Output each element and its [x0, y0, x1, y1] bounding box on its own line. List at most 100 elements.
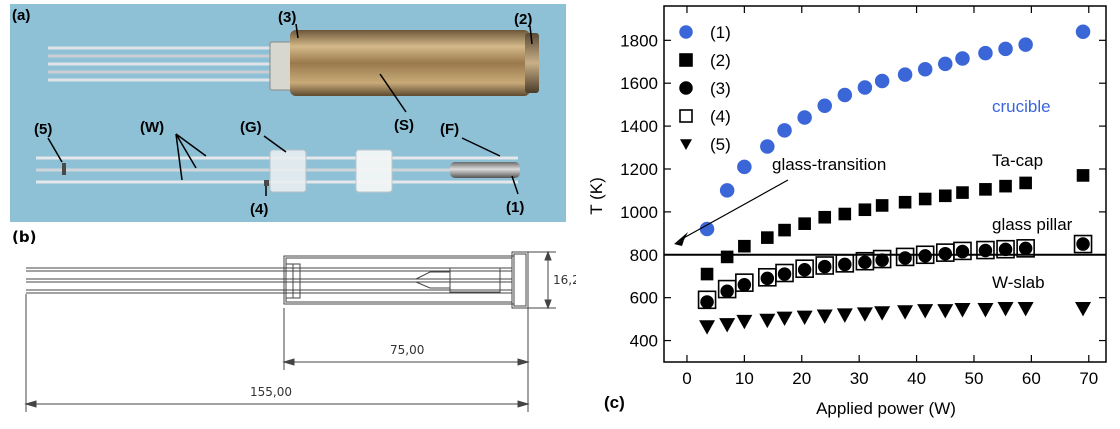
series-1-point	[1018, 37, 1033, 52]
series-5-point	[856, 307, 873, 322]
dimension-inner-length	[282, 308, 530, 370]
series-5-point	[997, 301, 1014, 317]
series-2-point	[761, 231, 774, 244]
series-2-point	[956, 186, 969, 199]
series-3-point	[817, 259, 832, 274]
legend-label-4: (4)	[710, 107, 731, 126]
annotation-ta-cap: Ta-cap	[992, 151, 1043, 170]
series-5-point	[1017, 301, 1034, 317]
x-tick-label: 20	[792, 369, 811, 388]
series-3-point	[938, 246, 953, 261]
series-2-point	[720, 250, 734, 264]
series-1-point	[978, 45, 993, 61]
y-tick-label: 1000	[620, 203, 658, 222]
legend-label-3: (3)	[710, 79, 731, 98]
photo-label-f: (F)	[440, 121, 459, 138]
data-marks	[697, 24, 1093, 335]
technical-drawing: (b) 16,20	[12, 228, 587, 412]
series-2-point	[938, 189, 952, 203]
series-5-point	[897, 305, 914, 320]
x-tick-label: 30	[850, 369, 869, 388]
legend-marker-3	[679, 81, 693, 95]
y-tick-label: 1800	[620, 31, 658, 50]
photo-label-g: (G)	[240, 119, 262, 136]
series-3-point	[760, 271, 775, 286]
series-2-point	[875, 199, 889, 212]
x-tick-label: 50	[965, 369, 984, 388]
series-2-point	[738, 239, 751, 253]
dimension-diameter	[528, 250, 556, 310]
axis-ticks: 0 10 20 30 40 50 60 70 400 600 800 1000 1200 1400 1600…	[620, 6, 1106, 388]
series-3-point	[998, 242, 1013, 257]
legend-marker-1	[679, 25, 693, 39]
chart-panel: 0 10 20 30 40 50 60 70 400 600 800 1000 1200 1400 1600…	[576, 0, 1120, 424]
drawing-panel-label: (b)	[12, 228, 36, 246]
series-3-point	[898, 251, 912, 265]
series-4-point	[775, 263, 794, 283]
y-tick-label: 800	[630, 246, 658, 265]
series-1-point	[1075, 24, 1091, 39]
drawing-body	[26, 251, 529, 309]
y-tick-label: 400	[630, 332, 658, 351]
series-3-point	[720, 284, 734, 298]
series-3-point	[700, 295, 714, 309]
series-1-point	[857, 80, 873, 95]
series-2-point	[1019, 176, 1032, 190]
series-4-point	[872, 249, 892, 269]
series-1-point	[897, 67, 913, 82]
series-3-point	[1076, 237, 1090, 251]
x-tick-label: 60	[1022, 369, 1041, 388]
series-4-point	[915, 245, 935, 265]
series-5-point	[937, 304, 954, 319]
series-4-point	[976, 240, 995, 260]
series-5-point	[954, 303, 971, 318]
series-1-point	[797, 110, 812, 125]
annotation-glass-transition: glass-transition	[772, 155, 886, 174]
series-1-point	[760, 139, 775, 154]
series-5-point	[816, 309, 833, 324]
legend-marker-4	[679, 109, 693, 123]
y-tick-label: 1200	[620, 160, 658, 179]
annotation-glass-pillar: glass pillar	[992, 215, 1073, 234]
series-4-point	[815, 256, 835, 275]
series-3-point	[955, 244, 970, 259]
series-2-point	[778, 223, 791, 237]
series-2-point	[700, 267, 714, 281]
series-3-point	[1018, 241, 1033, 256]
series-2-point	[798, 217, 811, 230]
series-2-point	[979, 183, 992, 196]
y-axis-label: T (K)	[587, 177, 606, 214]
series-2-point	[898, 195, 912, 209]
legend-marker-5	[680, 139, 692, 150]
series-1-point	[998, 41, 1013, 57]
series-5-point	[977, 303, 994, 318]
series-4-point	[795, 259, 814, 279]
legend-marker-2	[679, 53, 693, 67]
series-5-point	[699, 320, 716, 335]
series-4-point	[1073, 234, 1093, 254]
x-tick-label: 0	[682, 369, 691, 388]
series-3-point	[858, 255, 872, 270]
series-4-point	[996, 239, 1015, 259]
series-4-point	[735, 273, 754, 292]
series-5-point	[776, 311, 793, 327]
series-5-point	[874, 306, 891, 321]
photo-panel-label: (a)	[12, 7, 30, 24]
y-tick-label: 600	[630, 289, 658, 308]
series-3-point	[875, 253, 889, 267]
series-3-point	[918, 249, 932, 263]
series-2-point	[918, 192, 932, 206]
drawing-panel: (b) 16,20	[0, 228, 587, 424]
chart-panel-label: (c)	[604, 393, 625, 412]
series-2-point	[999, 179, 1012, 193]
dimension-inner-length-text: 75,00	[390, 343, 424, 357]
legend: (1) (2) (3) (4) (5)	[679, 23, 731, 154]
annotation-w-slab: W-slab	[992, 273, 1045, 292]
series-5-point	[736, 314, 753, 330]
series-3-point	[978, 243, 993, 258]
dimension-diameter-text: 16,20	[553, 273, 576, 287]
series-5-point	[719, 318, 736, 333]
x-tick-label: 10	[735, 369, 754, 388]
series-4-point	[697, 290, 717, 310]
x-tick-label: 40	[907, 369, 926, 388]
